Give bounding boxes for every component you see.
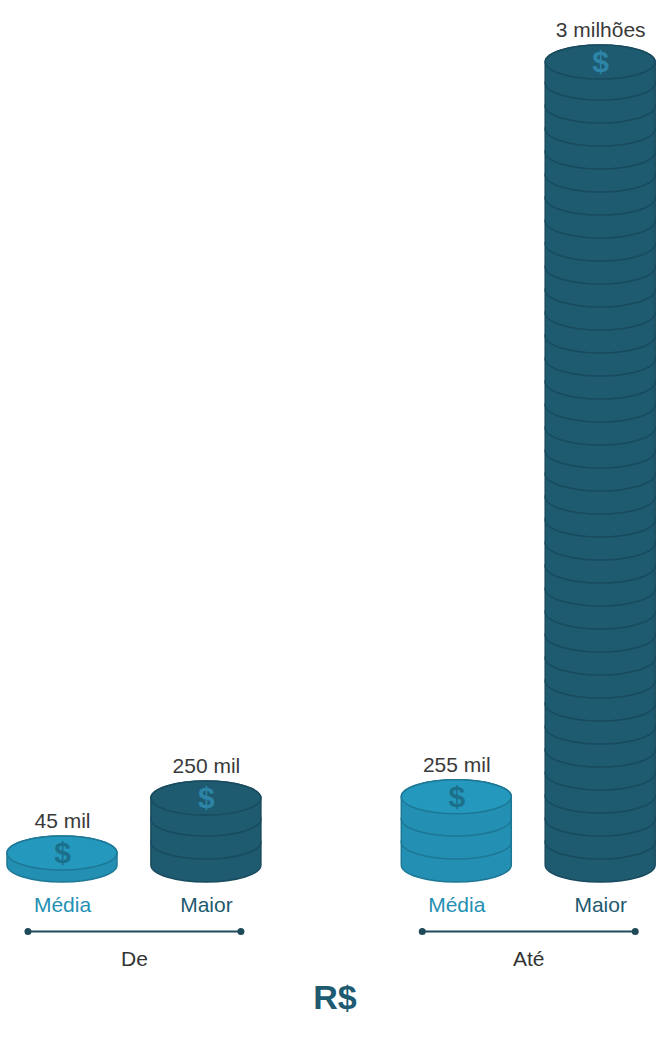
svg-text:250 mil: 250 mil xyxy=(173,754,241,777)
html-text:R$: R$ xyxy=(313,978,357,1016)
svg-text:$: $ xyxy=(54,836,71,869)
svg-text:Maior: Maior xyxy=(180,893,233,916)
svg-text:De: De xyxy=(121,947,148,970)
svg-text:255 mil: 255 mil xyxy=(423,753,491,776)
svg-text:$: $ xyxy=(448,780,465,813)
svg-text:$: $ xyxy=(592,45,609,78)
svg-text:Média: Média xyxy=(428,893,486,916)
svg-text:45 mil: 45 mil xyxy=(34,809,90,832)
svg-text:Maior: Maior xyxy=(574,893,627,916)
svg-text:Média: Média xyxy=(34,893,92,916)
svg-text:$: $ xyxy=(198,781,215,814)
svg-text:3 milhões: 3 milhões xyxy=(556,18,646,41)
svg-text:Até: Até xyxy=(513,947,545,970)
